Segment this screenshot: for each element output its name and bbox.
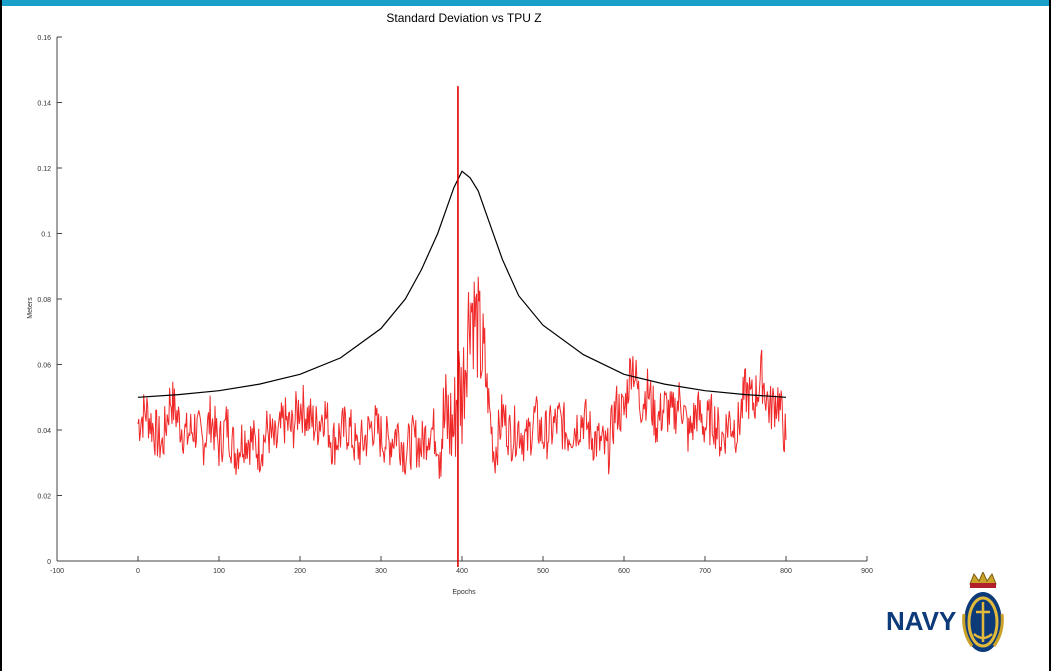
- x-tick-label: 700: [699, 568, 711, 575]
- y-tick-label: 0.16: [37, 35, 51, 42]
- left-border: [0, 0, 2, 671]
- y-tick-label: 0.08: [37, 297, 51, 304]
- x-tick-label: -100: [50, 568, 64, 575]
- top-accent-bar: [0, 0, 1051, 6]
- y-axis-label: Meters: [27, 297, 34, 319]
- x-tick-label: 800: [780, 568, 792, 575]
- x-tick-label: 100: [213, 568, 225, 575]
- x-tick-label: 0: [136, 568, 140, 575]
- y-tick-label: 0.1: [41, 232, 51, 239]
- x-tick-label: 400: [456, 568, 468, 575]
- x-tick-label: 300: [375, 568, 387, 575]
- series-line-black: [137, 170, 787, 398]
- navy-logo-text: NAVY: [886, 606, 956, 636]
- y-tick-label: 0.12: [37, 166, 51, 173]
- series-line-red: [137, 276, 787, 479]
- x-tick-label: 600: [618, 568, 630, 575]
- y-tick-label: 0: [47, 559, 51, 566]
- navy-logo: NAVY: [886, 572, 1004, 652]
- chart-axes: -100 0 100 200 300 400 500 600 700 800 900 0 0.02 0.0…: [37, 35, 873, 575]
- y-tick-label: 0.04: [37, 428, 51, 435]
- x-tick-label: 900: [861, 568, 873, 575]
- chart-title: Standard Deviation vs TPU Z: [386, 11, 541, 25]
- x-tick-label: 200: [294, 568, 306, 575]
- y-tick-label: 0.06: [37, 363, 51, 370]
- navy-crest-icon: [962, 572, 1004, 652]
- x-axis-label: Epochs: [452, 589, 476, 596]
- right-border: [1049, 0, 1051, 671]
- x-tick-label: 500: [537, 568, 549, 575]
- series-layer: [137, 86, 787, 567]
- y-tick-label: 0.14: [37, 101, 51, 108]
- y-tick-label: 0.02: [37, 494, 51, 501]
